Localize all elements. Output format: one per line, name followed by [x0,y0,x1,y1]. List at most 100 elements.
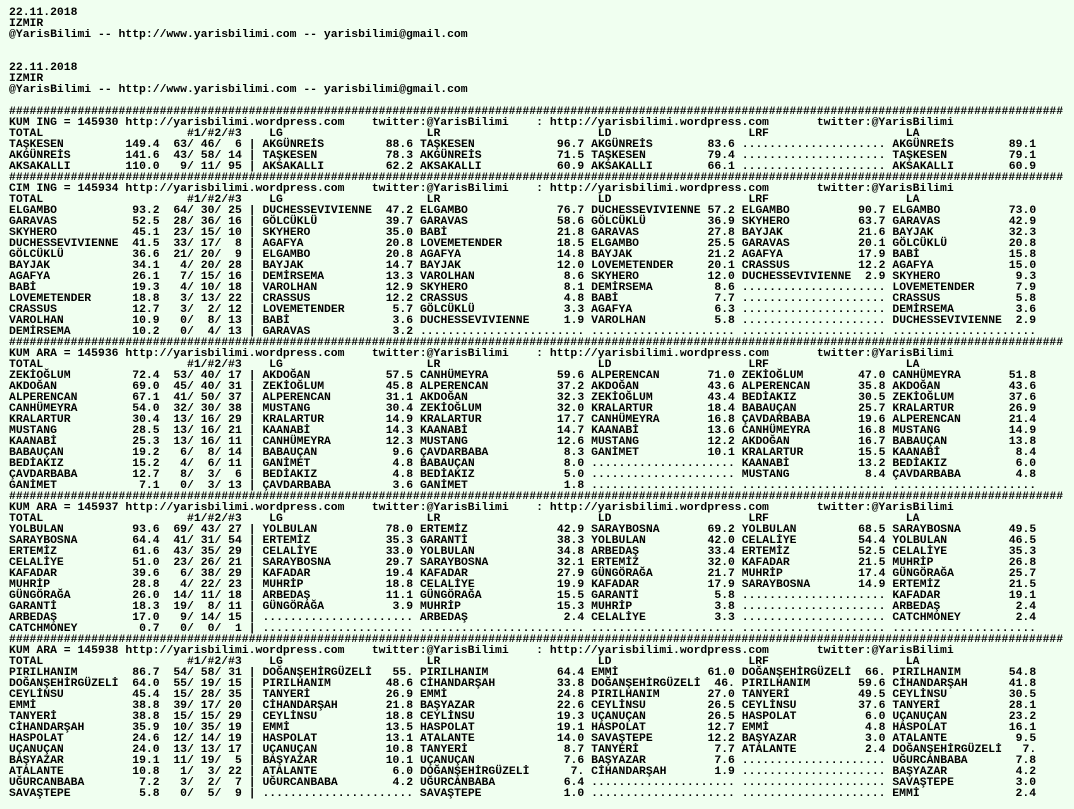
placing-count: 4 [180,578,188,591]
col-lrf: LRF [748,655,769,668]
placing-count: 7 [235,776,242,789]
la-score: 43.6 [1008,380,1037,393]
la-score: 60.9 [1008,160,1037,173]
placing-count: 14 [228,149,242,162]
contact-line: @YarisBilimi -- http://www.yarisbilimi.c… [9,28,468,41]
result-row: CİHANDARŞAH 35.9 10/ 35/ 19 | EMMİ 13.5 … [9,721,1037,734]
team-name: GARANTİ [9,600,57,613]
result-row: LOVEMETENDER 18.8 3/ 13/ 22 | CRASSUS 12… [9,292,1037,305]
lg-team: YOLBULAN [262,523,318,536]
lrf-team: CRASSUS [741,259,790,272]
lg-team: KAANABİ [262,424,311,437]
placing-count: 29 [228,413,242,426]
column-divider: | [248,413,256,426]
placing-count: 9 [180,160,188,173]
lr-score: 1.0 [563,787,585,800]
column-divider: | [248,292,256,305]
la-score: 26.9 [1008,402,1037,415]
ld-team: TAŞKESEN [591,149,646,162]
la-team: CRASSUS [892,292,941,305]
lr-team: PIRILHANIM [419,666,489,679]
placing-count: 6 [207,457,215,470]
la-score: 8.4 [1015,446,1037,459]
twitter-handle: twitter:@YarisBilimi [371,347,509,360]
lr-score: 17.7 [556,413,585,426]
ld-team: PIRILHANIM [591,688,660,701]
placing-count: 15 [200,270,215,283]
lrf-score: 54.4 [858,534,886,547]
placing-count: 43 [173,149,188,162]
result-row: TANYERİ 38.8 15/ 15/ 29 | CEYLİNSU 18.8 … [9,710,1037,723]
ld-score: 46. [714,677,735,690]
lg-score: 3.2 [392,325,414,338]
placing-count: 8 [235,237,242,250]
lrf-score: 4.8 [864,721,886,734]
lg-score: 20.8 [385,237,414,250]
lg-team: CANHÜMEYRA [262,435,331,448]
twitter-handle: twitter:@YarisBilimi [371,644,509,657]
separator-line: ########################################… [9,336,1064,349]
lg-team: AKSAKALLI [262,160,325,173]
lr-team: UĞURCANBABA [419,776,496,789]
ld-team: LOVEMETENDER [591,259,674,272]
lg-score: 19.4 [385,567,414,580]
lg-team: ATALANTE [262,765,318,778]
placing-count: 95 [228,160,242,173]
lg-team: HASPOLAT [262,732,318,745]
col-lrf: LRF [748,193,769,206]
result-row: GARAVAS 52.5 28/ 36/ 16 | GÖLCÜKLÜ 39.7 … [9,215,1037,228]
ld-team: CANHÜMEYRA [591,413,660,426]
lg-team: CELALİYE [262,545,318,558]
placing-count: 2 [207,303,215,316]
lr-score: 38.3 [556,534,585,547]
placing-count: 3 [180,776,188,789]
placing-count: 26 [200,556,215,569]
col-la: LA [905,358,920,371]
lg-team: CEYLİNSU [262,710,318,723]
total-score: 28.8 [132,578,160,591]
lrf-score: 30.5 [858,391,886,404]
team-name: KRALARTUR [9,413,71,426]
lr-score: 7. [570,765,585,778]
lg-team: ERTEMİZ [262,534,311,547]
placing-count: 13 [228,479,242,492]
lr-team: BEDİAKIZ [419,468,475,481]
ld-score: 36.9 [707,215,735,228]
la-team: GÖLCÜKLÜ [892,237,948,250]
team-name: LOVEMETENDER [9,292,92,305]
ld-team: SARAYBOSNA [591,523,660,536]
placing-count: 8 [207,600,215,613]
column-divider: | [248,677,256,690]
placing-count: 0 [207,622,215,635]
ld-score: 26.5 [707,710,735,723]
lr-team: AKDOĞAN [419,391,468,404]
column-divider: | [248,226,256,239]
section-title: CIM ING = 145934 http://yarisbilimi.word… [9,183,1074,194]
total-score: 26.1 [132,270,160,283]
twitter-handle: twitter:@YarisBilimi [816,501,954,514]
result-row: SAVAŞTEPE 5.8 0/ 5/ 9 | ................… [9,787,1037,800]
lrf-team: BABAUÇAN [741,402,797,415]
ld-team: AKSAKALLI [591,160,653,173]
result-row: BABİ 19.3 4/ 10/ 18 | VAROLHAN 12.9 SKYH… [9,281,1037,294]
placing-count: 13 [200,743,215,756]
la-team: TANYERİ [892,699,941,712]
column-divider: | [248,776,256,789]
placing-count: 4 [180,259,188,272]
placing-count: 29 [228,710,242,723]
total-score: 10.8 [132,765,160,778]
lr-team: GÖLCÜKLÜ [419,303,475,316]
lg-team: KRALARTUR [262,413,325,426]
lrf-team: ELGAMBO [741,204,790,217]
la-team: BABİ [892,248,920,261]
lr-team: KAANABİ [419,424,468,437]
la-team: BAYJAK [892,226,934,239]
lg-team: CİHANDARŞAH [262,699,338,712]
placing-count: 18 [228,589,242,602]
lg-team: AGAFYA [262,237,304,250]
total-score: 35.9 [132,721,160,734]
col-lg: LG [269,512,283,525]
twitter-handle: twitter:@YarisBilimi [371,182,509,195]
team-name: YOLBULAN [9,523,64,536]
la-score: 7.9 [1015,281,1037,294]
